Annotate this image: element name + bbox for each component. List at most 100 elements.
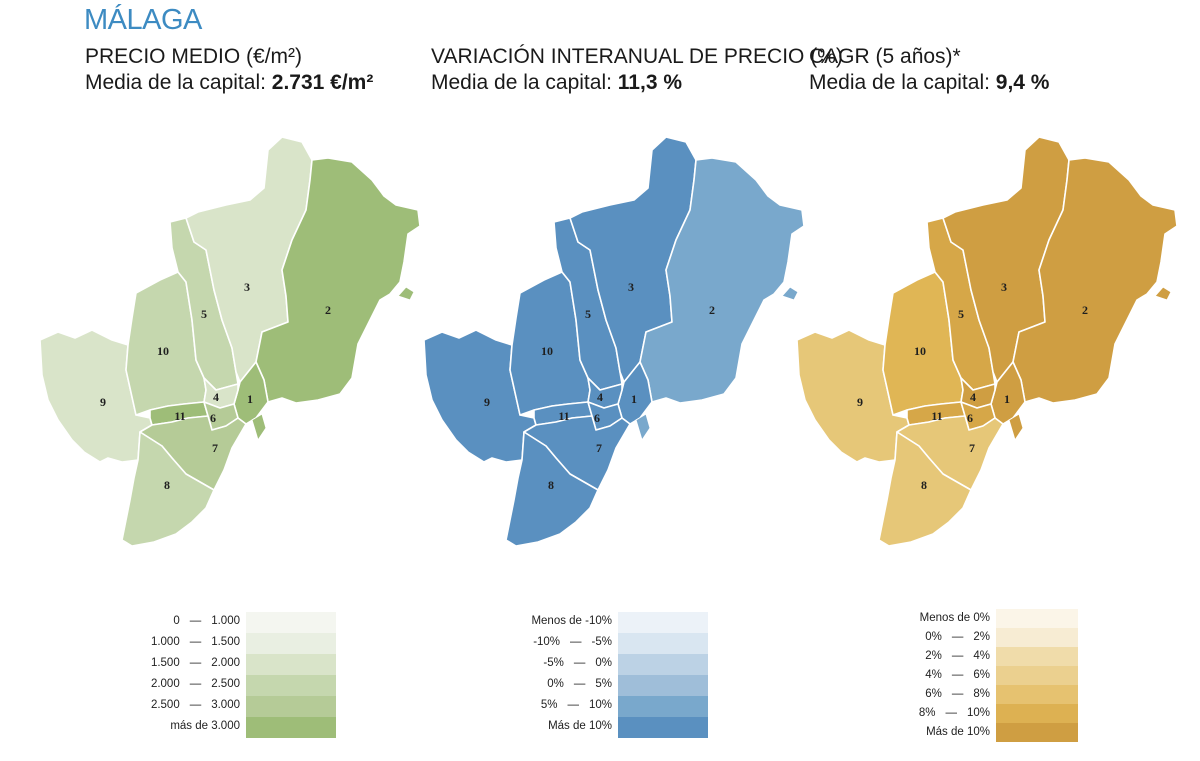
district-label-6: 6: [967, 411, 973, 425]
legend-dash: —: [189, 615, 202, 627]
variation-average-label: Media de la capital:: [431, 71, 618, 94]
legend-label: 5% — 10%: [520, 699, 612, 711]
legend-range-from: 0%: [925, 631, 942, 643]
district-2-area: [1012, 157, 1178, 404]
district-label-9: 9: [100, 395, 106, 409]
district-label-10: 10: [914, 344, 926, 358]
variation-average: Media de la capital: 11,3 %: [431, 70, 843, 96]
price-heading: PRECIO MEDIO (€/m²) Media de la capital:…: [85, 44, 373, 96]
legend-range-from: 2.000: [150, 678, 180, 690]
cagr-average: Media de la capital: 9,4 %: [809, 70, 1049, 96]
district-label-7: 7: [212, 441, 218, 455]
district-2-area: [255, 157, 421, 404]
price-average: Media de la capital: 2.731 €/m²: [85, 70, 373, 96]
cagr-average-value: 9,4 %: [995, 71, 1050, 94]
price-map: 1 2 3 4 5 6 7 8 9 10 11: [39, 136, 421, 547]
legend-swatch: [246, 612, 336, 633]
district-2-area: [639, 157, 805, 404]
legend-swatch: [996, 723, 1078, 742]
legend-range-to: 5%: [595, 678, 612, 690]
legend-swatch: [246, 675, 336, 696]
legend-range-from: 5%: [540, 699, 558, 711]
legend-swatch: [618, 612, 708, 633]
variation-legend: Menos de -10% -10% — -5% -5% —0% 0% —5% 5% —10% Má…: [520, 612, 710, 742]
legend-swatch: [996, 666, 1078, 685]
legend-dash: —: [567, 699, 579, 711]
legend-label: -10% — -5%: [520, 636, 612, 648]
district-label-10: 10: [541, 344, 553, 358]
legend-swatch: [246, 654, 336, 675]
legend-swatch: [996, 628, 1078, 647]
district-label-1: 1: [631, 392, 637, 406]
legend-range-from: 1.000: [150, 636, 180, 648]
legend-range-from: 2%: [925, 650, 942, 662]
variation-heading: VARIACIÓN INTERANUAL DE PRECIO (%) Media…: [431, 44, 843, 96]
legend-swatch: [618, 717, 708, 738]
legend-dash: —: [570, 636, 582, 648]
legend-range-from: -5%: [543, 657, 564, 669]
legend-dash: —: [189, 657, 202, 669]
district-label-8: 8: [921, 478, 927, 492]
legend-range-to: 1.000: [211, 615, 240, 627]
district-label-8: 8: [548, 478, 554, 492]
legend-swatch: [618, 633, 708, 654]
price-average-value: 2.731 €/m²: [271, 71, 374, 94]
legend-label: 4% — 6%: [900, 669, 990, 681]
legend-dash: —: [951, 650, 964, 662]
legend-swatch: [246, 717, 336, 738]
legend-label: 1.000 — 1.500: [130, 636, 240, 648]
legend-range-to: -5%: [591, 636, 612, 648]
cagr-heading-title: CAGR (5 años)*: [809, 45, 961, 68]
legend-dash: —: [573, 657, 586, 669]
legend-range-to: 2.000: [211, 657, 240, 669]
district-label-4: 4: [597, 390, 603, 404]
legend-range-to: 10%: [588, 699, 612, 711]
district-label-9: 9: [484, 395, 490, 409]
price-average-label: Media de la capital:: [85, 71, 272, 94]
legend-range-text: más de 3.000: [170, 720, 240, 732]
map-title: MÁLAGA: [84, 4, 202, 36]
district-label-10: 10: [157, 344, 169, 358]
variation-map: 1 2 3 4 5 6 7 8 9 10 11: [423, 136, 805, 547]
district-label-7: 7: [969, 441, 975, 455]
district-8-area: [121, 431, 215, 547]
district-label-4: 4: [213, 390, 219, 404]
legend-dash: —: [951, 669, 964, 681]
price-legend: 0—1.000 1.000—1.500 1.500—2.000 2.000—2.500…: [130, 612, 340, 742]
legend-label: 2% — 4%: [900, 650, 990, 662]
district-label-6: 6: [594, 411, 600, 425]
legend-range-to: 10%: [966, 707, 990, 719]
district-label-2: 2: [709, 303, 715, 317]
district-label-8: 8: [164, 478, 170, 492]
legend-range-text: Menos de -10%: [531, 615, 612, 627]
legend-range-text: Menos de 0%: [919, 612, 990, 624]
legend-dash: —: [189, 678, 202, 690]
port-breakwater: [1008, 413, 1024, 442]
legend-range-from: 4%: [925, 669, 942, 681]
district-label-1: 1: [1004, 392, 1010, 406]
coastal-islet: [397, 286, 415, 301]
legend-label: 2.500 — 3.000: [130, 699, 240, 711]
legend-range-to: 6%: [973, 669, 990, 681]
legend-range-from: 0: [173, 615, 180, 627]
legend-range-to: 1.500: [211, 636, 240, 648]
legend-range-from: 2.500: [150, 699, 180, 711]
legend-dash: —: [945, 707, 957, 719]
district-label-4: 4: [970, 390, 976, 404]
legend-range-to: 2.500: [211, 678, 240, 690]
legend-swatch: [996, 647, 1078, 666]
legend-label: Más de 10%: [520, 720, 612, 732]
legend-label: 1.500 — 2.000: [130, 657, 240, 669]
legend-range-from: 8%: [918, 707, 936, 719]
legend-range-from: 6%: [925, 688, 942, 700]
cagr-legend: Menos de 0% 0% —2% 2% —4% 4% —6% 6% —8% 8% —10% Más…: [900, 609, 1080, 745]
legend-label: -5% — 0%: [520, 657, 612, 669]
port-breakwater: [635, 413, 651, 442]
legend-range-from: -10%: [533, 636, 561, 648]
district-label-9: 9: [857, 395, 863, 409]
legend-range-to: 3.000: [211, 699, 240, 711]
district-label-11: 11: [174, 409, 185, 423]
legend-dash: —: [951, 688, 964, 700]
coastal-islet: [1154, 286, 1172, 301]
legend-range-text: Más de 10%: [926, 726, 990, 738]
